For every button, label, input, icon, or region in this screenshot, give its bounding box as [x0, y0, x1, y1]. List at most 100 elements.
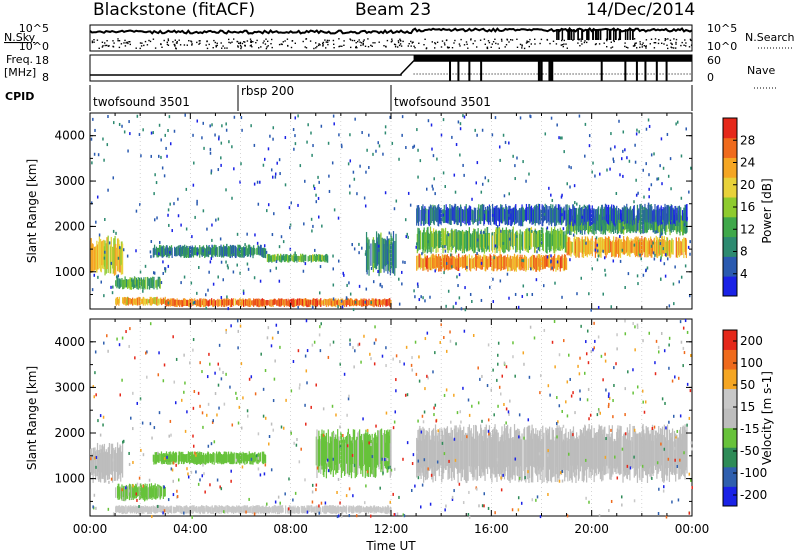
heatmap-cell — [684, 237, 686, 253]
noise-cell — [231, 196, 233, 200]
nsearch-dot — [149, 40, 152, 43]
heatmap-cell — [542, 425, 544, 470]
heatmap-cell — [325, 505, 327, 513]
noise-cell — [471, 300, 473, 303]
heatmap-cell — [576, 436, 578, 466]
noise-cell — [634, 348, 636, 352]
heatmap-cell — [557, 204, 560, 222]
nsearch-dot — [228, 38, 230, 41]
heatmap-cell — [120, 246, 122, 266]
noise-cell — [514, 374, 516, 378]
heatmap-cell — [429, 435, 431, 471]
noise-cell — [433, 413, 435, 417]
noise-cell — [603, 216, 606, 220]
heatmap-cell — [321, 300, 323, 306]
noise-cell — [445, 349, 448, 353]
heatmap-cell — [499, 228, 501, 254]
nsearch-dot — [407, 45, 409, 47]
heatmap-cell — [646, 209, 649, 223]
heatmap-cell — [591, 214, 593, 233]
noise-cell — [664, 274, 667, 278]
noise-cell — [392, 492, 394, 496]
heatmap-cell — [231, 298, 233, 307]
heatmap-cell — [423, 257, 425, 271]
noise-cell — [610, 428, 612, 432]
noise-cell — [121, 488, 124, 492]
heatmap-cell — [153, 276, 155, 290]
noise-cell — [437, 429, 439, 433]
noise-cell — [227, 307, 230, 311]
noise-cell — [315, 483, 318, 487]
noise-cell — [106, 334, 108, 338]
heatmap-cell — [180, 506, 182, 513]
heatmap-cell — [217, 300, 220, 305]
heatmap-cell — [646, 240, 649, 252]
heatmap-cell — [209, 507, 211, 514]
heatmap-cell — [540, 440, 543, 472]
heatmap-cell — [565, 227, 568, 253]
heatmap-cell — [457, 230, 459, 250]
heatmap-cell — [670, 206, 672, 225]
noise-cell — [481, 419, 483, 423]
heatmap-cell — [292, 505, 294, 514]
heatmap-cell — [567, 236, 569, 252]
heatmap-cell — [439, 428, 441, 468]
noise-cell — [289, 226, 291, 230]
heatmap-cell — [475, 424, 477, 470]
heatmap-cell — [161, 299, 163, 305]
noise-cell — [614, 455, 616, 459]
noise-cell — [138, 476, 141, 480]
heatmap-cell — [369, 435, 371, 477]
nsearch-dot — [670, 46, 672, 48]
noise-cell — [381, 285, 383, 289]
heatmap-cell — [370, 506, 373, 513]
noise-cell — [103, 158, 105, 162]
heatmap-cell — [138, 278, 140, 289]
heatmap-cell — [227, 298, 229, 306]
heatmap-cell — [111, 450, 113, 472]
heatmap-cell — [444, 254, 447, 271]
heatmap-cell — [389, 244, 391, 276]
noise-cell — [313, 340, 316, 344]
noise-cell — [107, 507, 110, 511]
noise-cell — [445, 262, 448, 265]
heatmap-cell — [533, 255, 536, 270]
heatmap-cell — [626, 235, 629, 256]
heatmap-cell — [530, 430, 533, 483]
heatmap-cell — [264, 300, 266, 307]
noise-cell — [546, 255, 549, 259]
heatmap-cell — [625, 241, 627, 254]
heatmap-cell — [517, 428, 519, 477]
heatmap-cell — [116, 296, 119, 305]
heatmap-cell — [570, 215, 573, 231]
noise-cell — [98, 478, 100, 482]
heatmap-cell — [128, 298, 131, 304]
heatmap-cell — [663, 207, 666, 223]
heatmap-cell — [127, 297, 129, 306]
heatmap-cell — [315, 505, 317, 515]
heatmap-cell — [417, 205, 420, 226]
noise-cell — [225, 188, 227, 192]
nsearch-dot — [167, 44, 170, 46]
heatmap-cell — [387, 429, 389, 473]
heatmap-cell — [195, 300, 198, 307]
heatmap-cell — [431, 233, 433, 247]
heatmap-cell — [312, 298, 314, 307]
heatmap-cell — [362, 299, 365, 306]
heatmap-cell — [681, 426, 684, 475]
heatmap-cell — [433, 428, 435, 467]
noise-cell — [190, 281, 193, 285]
noise-cell — [517, 305, 520, 309]
heatmap-cell — [459, 257, 462, 268]
heatmap-cell — [611, 208, 613, 224]
heatmap-cell — [98, 449, 101, 480]
noise-cell — [311, 343, 314, 347]
heatmap-cell — [491, 429, 494, 474]
heatmap-cell — [133, 505, 135, 513]
heatmap-cell — [520, 439, 523, 482]
nsearch-dot — [129, 41, 131, 43]
noise-cell — [665, 253, 667, 257]
heatmap-cell — [206, 505, 208, 512]
noise-cell — [164, 267, 166, 271]
noise-cell — [429, 502, 432, 506]
